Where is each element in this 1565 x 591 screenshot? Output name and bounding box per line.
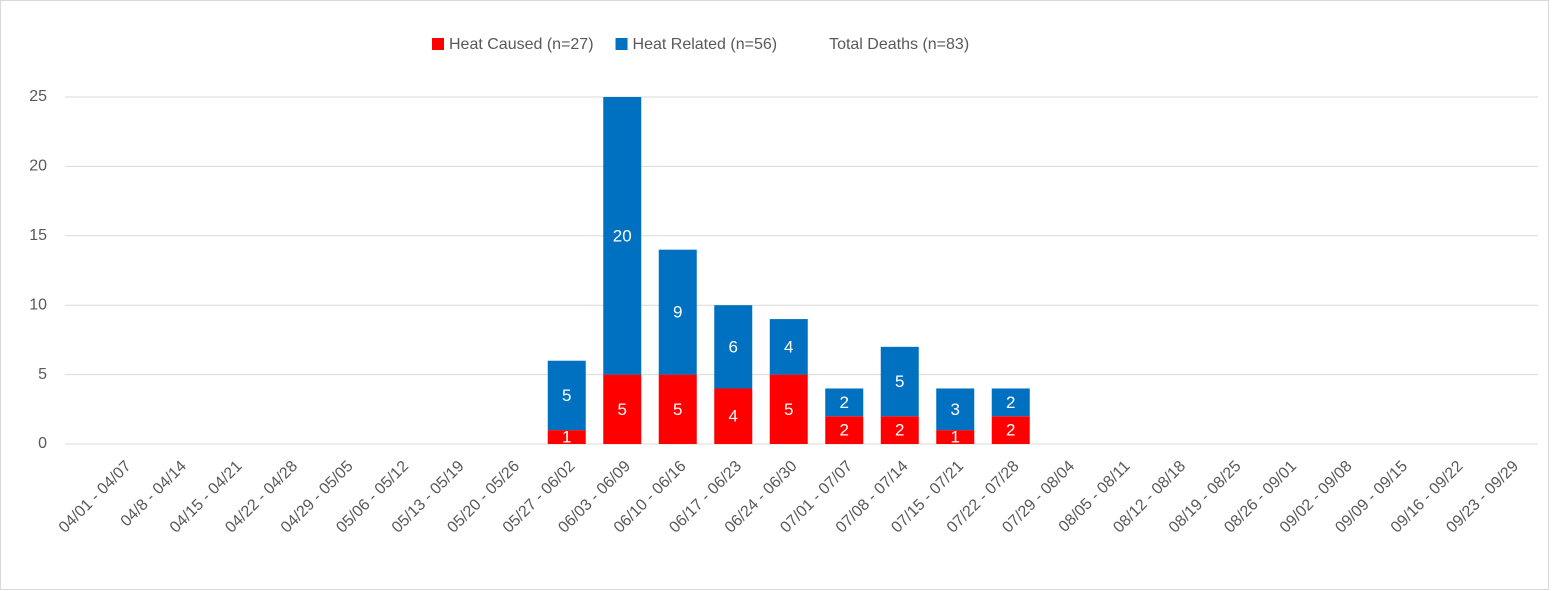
bar-segment [658, 249, 697, 375]
y-tick-label: 15 [29, 227, 47, 244]
bar-segment [658, 374, 697, 444]
value-label: 2 [1006, 393, 1015, 412]
y-tick-label: 10 [29, 296, 47, 313]
value-label: 1 [951, 428, 960, 447]
legend-label: Total Deaths (n=83) [829, 36, 969, 53]
value-label: 5 [562, 386, 571, 405]
value-label: 2 [895, 421, 904, 440]
value-label: 1 [562, 428, 571, 447]
y-tick-label: 5 [38, 366, 47, 383]
bar-segment [825, 388, 864, 417]
legend-label: Heat Related (n=56) [633, 36, 778, 53]
value-label: 9 [673, 303, 682, 322]
bar-segment [880, 416, 919, 444]
legend-swatch [615, 38, 628, 50]
bar-segment [547, 360, 586, 431]
bar-segment [825, 416, 864, 444]
bar-segment [603, 374, 642, 444]
value-label: 5 [673, 400, 682, 419]
bar-segment [936, 430, 975, 444]
value-label: 2 [840, 421, 849, 440]
bar-segment [991, 388, 1030, 417]
value-label: 5 [784, 400, 793, 419]
bar-segment [547, 430, 586, 444]
bar-segment [880, 346, 919, 417]
bar-segment [991, 416, 1030, 444]
bar-segment [603, 97, 642, 375]
value-label: 2 [840, 393, 849, 412]
bar-segment [769, 319, 808, 375]
bar-segment [714, 305, 753, 389]
legend-swatch [432, 38, 444, 50]
bar-segment [936, 388, 975, 431]
bar-segment [769, 374, 808, 444]
bar-segment [714, 388, 753, 444]
value-label: 3 [951, 400, 960, 419]
value-label: 4 [784, 337, 793, 356]
value-label: 5 [895, 372, 904, 391]
value-label: 20 [613, 226, 632, 245]
value-label: 5 [618, 400, 627, 419]
y-tick-label: 25 [29, 88, 47, 105]
legend-label: Heat Caused (n=27) [449, 36, 594, 53]
value-label: 4 [729, 407, 738, 426]
y-tick-label: 0 [38, 435, 47, 452]
y-tick-label: 20 [29, 158, 47, 175]
value-label: 2 [1006, 421, 1015, 440]
value-label: 6 [729, 337, 738, 356]
